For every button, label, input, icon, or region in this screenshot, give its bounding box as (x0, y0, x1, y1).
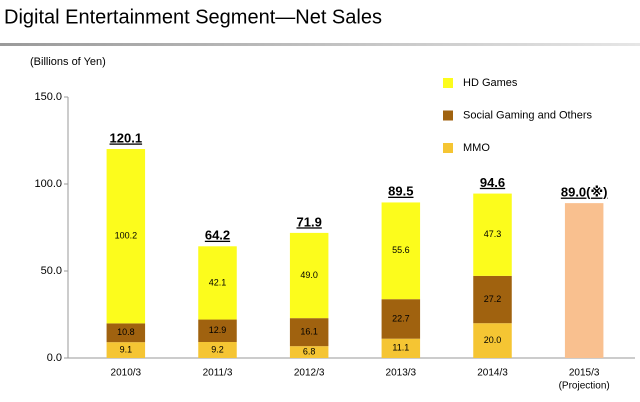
value-label: 6.8 (303, 346, 316, 356)
bar-segment (289, 346, 329, 358)
bar-segment (289, 318, 329, 347)
legend-swatch (443, 78, 453, 88)
bar-segment (198, 341, 237, 358)
total-label: 89.0(※) (561, 185, 608, 200)
bar-segment (473, 275, 512, 324)
y-tick-label: 50.0 (41, 265, 62, 277)
y-axis-label: (Billions of Yen) (30, 56, 106, 68)
bar-segment (381, 202, 421, 300)
value-label: 11.1 (392, 343, 409, 353)
legend-label: MMO (463, 142, 490, 154)
projection-bar (564, 203, 604, 358)
legend-swatch (443, 110, 453, 121)
y-tick-label: 0.0 (47, 352, 62, 364)
x-tick-label: 2011/3 (203, 368, 233, 379)
value-label: 20.0 (484, 335, 502, 345)
x-tick-label: 2015/3 (569, 368, 600, 379)
legend-swatch (443, 143, 453, 153)
value-label: 10.8 (117, 327, 135, 337)
bar-segment (106, 149, 146, 324)
bar-segment (198, 246, 237, 320)
x-tick-label: 2014/3 (477, 368, 508, 379)
x-tick-label: 2010/3 (111, 368, 142, 379)
category-note: (Projection) (559, 381, 610, 392)
bar-segment (381, 338, 421, 358)
value-label: 9.1 (120, 344, 133, 354)
bar-segment (198, 319, 237, 342)
y-tick-label: 150.0 (34, 91, 62, 103)
value-label: 47.3 (484, 229, 502, 239)
total-label: 120.1 (110, 130, 143, 145)
total-label: 89.5 (388, 184, 413, 199)
x-tick-label: 2012/3 (294, 368, 325, 379)
title-rule (0, 43, 640, 46)
value-label: 42.1 (209, 277, 227, 287)
chart-title: Digital Entertainment Segment―Net Sales (4, 6, 382, 28)
legend-label: HD Games (463, 77, 518, 89)
bar-segment (106, 342, 146, 358)
bar-segment (381, 299, 421, 339)
value-label: 55.6 (392, 245, 410, 255)
bar-segment (289, 232, 329, 319)
value-label: 22.7 (392, 313, 410, 323)
bar-segment (106, 323, 146, 343)
bar-segment (473, 323, 512, 358)
y-tick-label: 100.0 (34, 178, 62, 190)
total-label: 94.6 (480, 175, 505, 190)
value-label: 27.2 (484, 294, 502, 304)
value-label: 49.0 (300, 270, 318, 280)
total-label: 64.2 (205, 228, 230, 243)
value-label: 16.1 (300, 327, 318, 337)
value-label: 9.2 (211, 344, 224, 354)
x-tick-label: 2013/3 (386, 368, 417, 379)
value-label: 100.2 (115, 231, 138, 241)
bar-segment (473, 193, 512, 276)
value-label: 12.9 (209, 325, 227, 335)
legend-label: Social Gaming and Others (463, 109, 593, 121)
total-label: 71.9 (297, 214, 322, 229)
